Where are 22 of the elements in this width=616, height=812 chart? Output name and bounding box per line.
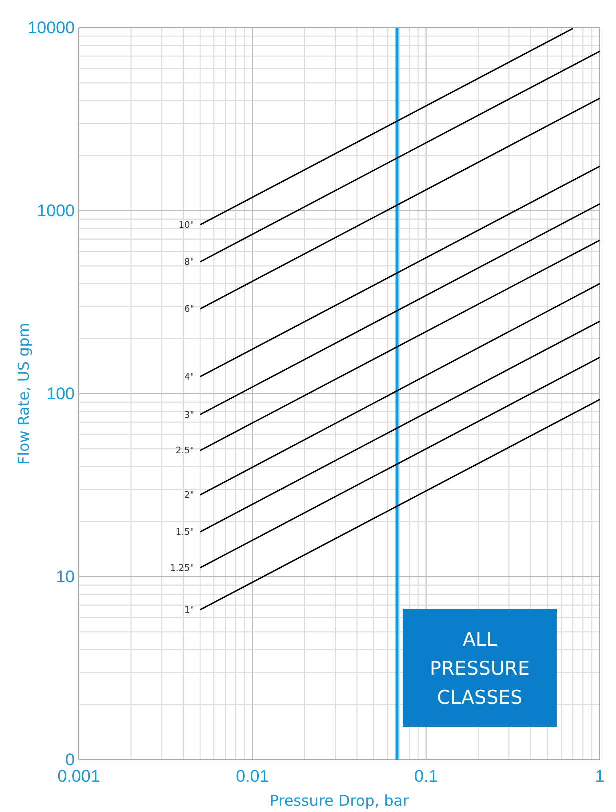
y-tick-label: 1000 — [37, 201, 75, 220]
series-label: 1.5" — [176, 528, 194, 538]
series-label: 1" — [184, 606, 194, 616]
series-label: 6" — [184, 305, 194, 316]
y-tick-label: 10 — [56, 567, 75, 586]
x-axis-title: Pressure Drop, bar — [270, 792, 410, 810]
series-label: 2" — [184, 491, 194, 502]
y-tick-label: 100 — [46, 384, 75, 404]
x-tick-label: 0.1 — [414, 767, 438, 786]
x-tick-label: 0.001 — [58, 767, 100, 786]
series-label: 1.25" — [170, 564, 194, 574]
y-axis-title: Flow Rate, US gpm — [15, 323, 33, 465]
series-label: 10" — [178, 221, 194, 232]
x-tick-label: 0.01 — [236, 767, 270, 786]
y-tick-label: 0 — [66, 750, 75, 770]
series-label: 2.5" — [176, 446, 194, 457]
x-tick-label: 1 — [595, 767, 605, 786]
annotation: ALL PRESSURE CLASSES — [430, 629, 530, 709]
y-tick-label: 10000 — [28, 18, 75, 38]
series-label: 4" — [184, 372, 194, 383]
series-label: 3" — [184, 410, 194, 421]
series-label: 8" — [184, 258, 194, 268]
